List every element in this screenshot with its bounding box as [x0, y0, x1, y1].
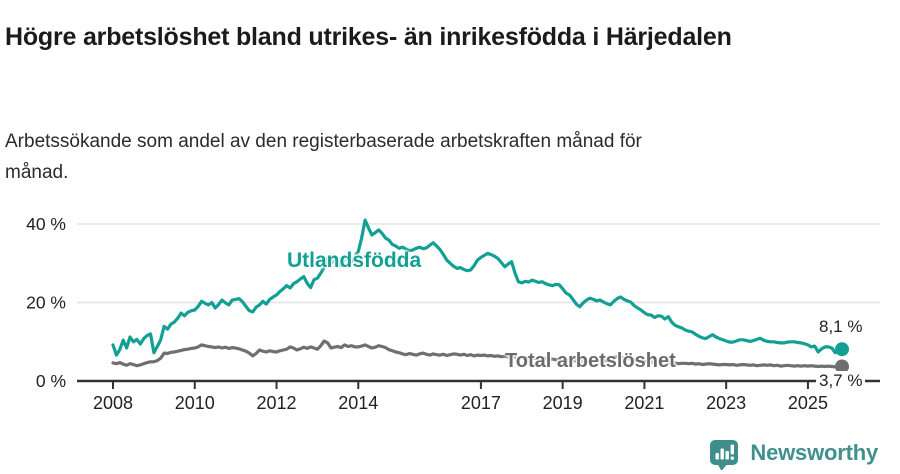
series-label-total: Total arbetslöshet — [505, 350, 676, 372]
end-value-utlandsfodda: 8,1 % — [819, 317, 863, 336]
x-tick-label: 2021 — [624, 393, 664, 413]
x-tick-label: 2019 — [543, 393, 583, 413]
series-line-total-arbetsl-shet — [111, 339, 844, 369]
x-tick-label: 2010 — [175, 393, 215, 413]
y-tick-label: 0 % — [36, 371, 66, 391]
newsworthy-logo-icon — [710, 440, 739, 470]
x-tick-label: 2014 — [338, 393, 378, 413]
x-tick-label: 2025 — [788, 393, 828, 413]
y-tick-label: 40 % — [26, 214, 66, 234]
chart-subtitle: Arbetssökande som andel av den registerb… — [5, 131, 642, 183]
series-line-utlandsf-dda — [111, 218, 844, 357]
x-tick-label: 2023 — [706, 393, 746, 413]
end-value-total: 3,7 % — [816, 371, 866, 391]
x-tick-label: 2008 — [93, 393, 133, 413]
series-label-utlandsfodda: Utlandsfödda — [287, 249, 422, 272]
end-dot — [835, 359, 849, 374]
end-dot — [835, 342, 849, 357]
x-tick-label: 2017 — [461, 393, 501, 413]
page-title: Högre arbetslöshet bland utrikes- än inr… — [5, 22, 732, 51]
y-tick-label: 20 % — [26, 293, 66, 313]
newsworthy-wordmark: Newsworthy — [750, 440, 878, 465]
newsworthy-brand: Newsworthy — [707, 436, 878, 470]
x-tick-label: 2012 — [256, 393, 296, 413]
